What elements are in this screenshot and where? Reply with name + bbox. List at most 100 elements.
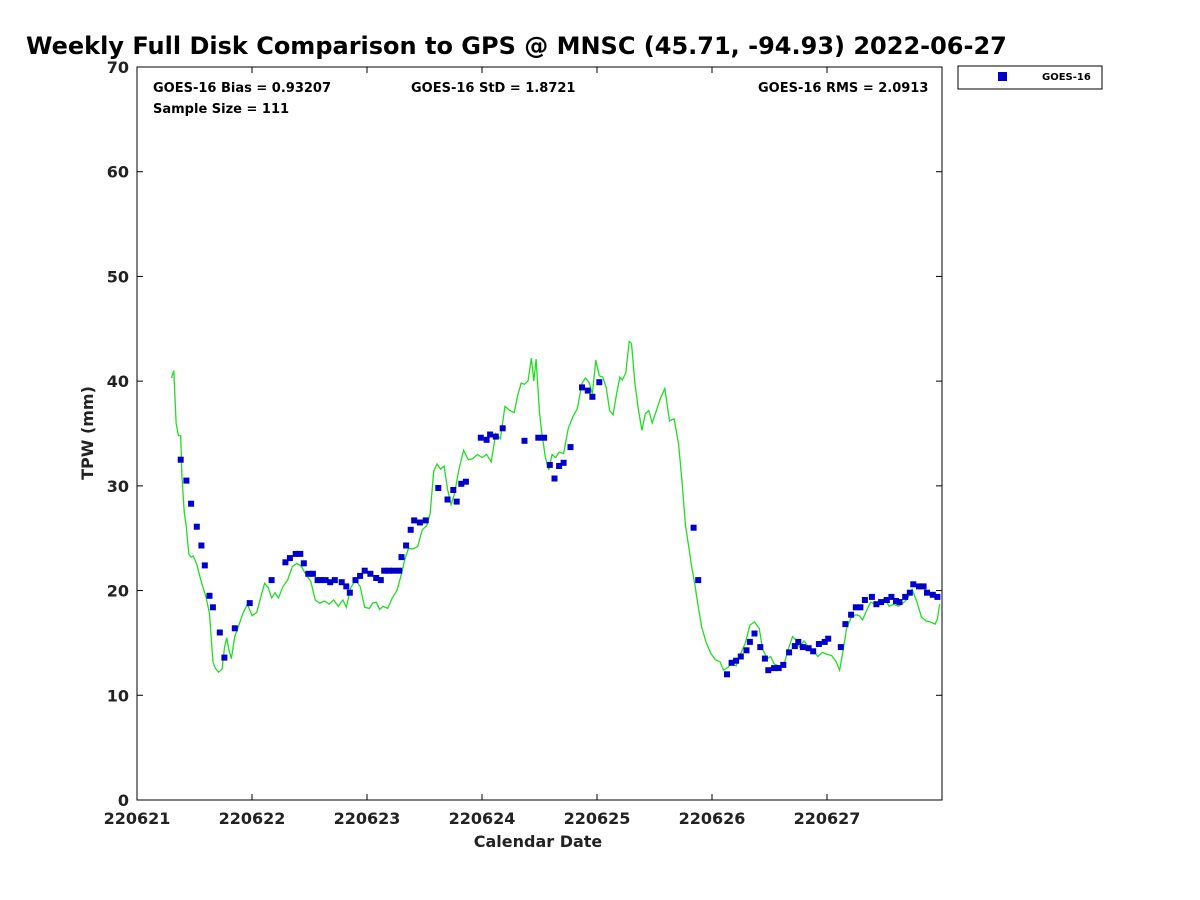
x-tick-label: 220625 [564, 809, 631, 828]
goes16-point [910, 581, 917, 588]
goes16-point [579, 384, 585, 391]
goes16-point [268, 577, 275, 584]
goes16-point [842, 621, 849, 628]
goes16-point [286, 555, 293, 562]
goes16-point [893, 598, 899, 604]
goes16-point [896, 599, 903, 606]
goes16-point [282, 559, 289, 566]
goes16-point [322, 577, 329, 584]
goes16-point [815, 641, 822, 647]
goes16-point [589, 393, 596, 400]
goes16-point [381, 567, 388, 574]
goes16-point [216, 629, 223, 636]
legend: GOES-16 [957, 65, 1103, 90]
goes16-point [309, 570, 316, 577]
goes16-point [327, 579, 334, 586]
goes16-point [751, 630, 758, 637]
goes16-point [596, 379, 603, 386]
y-tick-label: 0 [118, 791, 129, 810]
x-axis-label: Calendar Date [474, 832, 603, 851]
goes16-point [357, 572, 364, 579]
goes16-point [487, 431, 494, 438]
goes16-point [305, 570, 312, 577]
goes16-point [902, 593, 909, 600]
goes16-point [201, 562, 208, 569]
goes16-point [551, 475, 558, 482]
goes16-point [728, 659, 735, 666]
legend-label-goes16: GOES-16 [1042, 72, 1091, 83]
goes16-point [695, 577, 702, 584]
y-tick-label: 70 [107, 58, 129, 77]
y-tick-label: 30 [107, 477, 129, 496]
std-stat: GOES-16 StD = 1.8721 [411, 81, 575, 96]
goes16-point [343, 583, 350, 590]
rms-stat: GOES-16 RMS = 2.0913 [758, 81, 928, 96]
goes16-point [416, 519, 423, 526]
goes16-point [780, 661, 787, 668]
goes16-point [422, 517, 429, 524]
goes16-point [761, 655, 768, 662]
goes16-point [453, 498, 460, 505]
goes16-point [861, 597, 868, 603]
goes16-point [450, 487, 457, 493]
goes16-point [300, 560, 307, 567]
goes16-point [183, 477, 190, 484]
goes16-point [883, 597, 890, 603]
y-tick-label: 40 [107, 372, 129, 391]
goes16-point [743, 647, 750, 654]
goes16-point [888, 593, 895, 600]
goes16-point [724, 671, 730, 678]
goes16-point [757, 644, 764, 651]
goes16-point [361, 567, 368, 574]
bias-stat: GOES-16 Bias = 0.93207 [153, 81, 331, 96]
y-tick-label: 50 [107, 267, 129, 286]
axis-ticks [136, 66, 942, 801]
goes16-point [786, 649, 793, 656]
goes16-point [246, 600, 253, 607]
goes16-point [560, 459, 567, 466]
goes16-point [377, 577, 384, 584]
goes16-point [848, 611, 855, 618]
goes16-point [567, 444, 574, 451]
goes16-point [737, 653, 744, 660]
y-tick-label: 10 [107, 686, 129, 705]
goes16-point [198, 542, 205, 549]
goes16-point [799, 644, 806, 651]
legend-marker-goes16 [998, 72, 1007, 81]
goes16-point [462, 478, 469, 485]
goes16-point [318, 577, 324, 584]
goes16-point [521, 437, 528, 444]
goes16-point [868, 593, 875, 600]
x-tick-label: 220621 [104, 809, 171, 828]
goes16-point [314, 577, 321, 584]
goes16-point [733, 657, 740, 664]
goes16-point [924, 589, 930, 596]
goes16-point [873, 601, 880, 608]
goes16-point [775, 665, 782, 672]
x-tick-label: 220622 [219, 809, 286, 828]
goes16-point [477, 434, 484, 441]
goes16-point [771, 665, 778, 672]
goes16-point [297, 550, 304, 557]
goes16-point [403, 542, 410, 549]
goes16-point [390, 567, 397, 574]
goes16-point [690, 524, 697, 531]
legend-box [957, 65, 1103, 90]
goes16-point [746, 638, 753, 645]
goes16-point [292, 550, 299, 557]
tick-labels: 0 10 20 30 40 50 60 70 220621 220622 220623 220624 2… [104, 58, 861, 828]
goes16-point [435, 485, 442, 491]
x-tick-label: 220626 [679, 809, 746, 828]
plot-area [136, 66, 943, 801]
goes16-point [499, 425, 506, 432]
goes16-point [556, 463, 563, 469]
x-tick-label: 220627 [794, 809, 861, 828]
goes16-point [367, 570, 374, 577]
goes16-point [541, 434, 548, 441]
goes16-point [934, 593, 941, 600]
goes16-point [916, 583, 922, 590]
goes16-point [338, 579, 345, 586]
goes16-point [458, 480, 465, 487]
goes16-point [805, 645, 812, 652]
goes16-point [795, 638, 802, 645]
